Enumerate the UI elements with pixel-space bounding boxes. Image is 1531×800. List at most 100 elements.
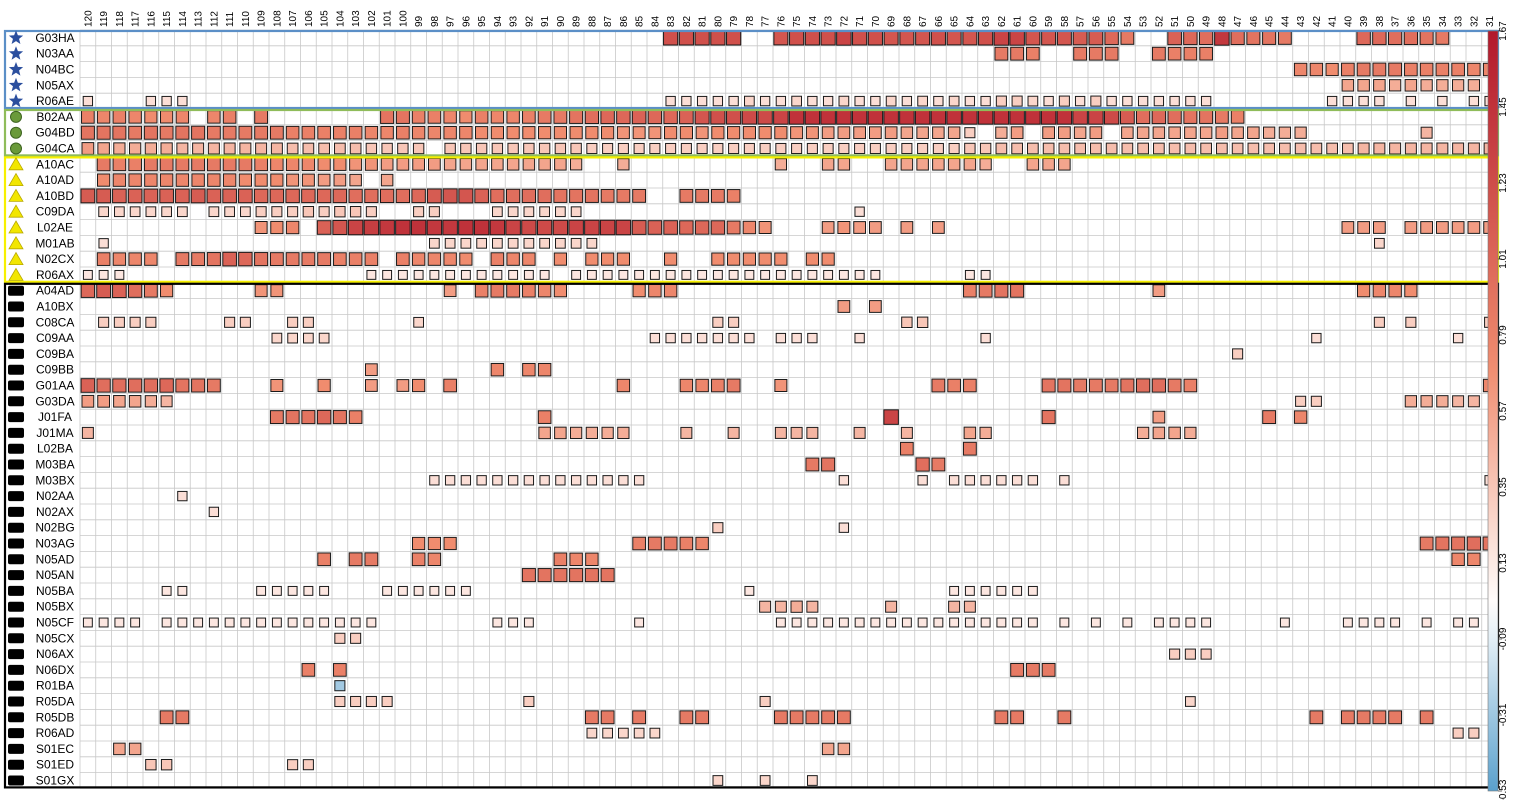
heatmap-cell xyxy=(663,536,678,551)
heatmap-cell xyxy=(791,142,803,155)
heatmap-cell xyxy=(679,109,694,125)
heatmap-cell xyxy=(160,110,174,124)
row-label: N03AG xyxy=(35,537,74,551)
heatmap-cell xyxy=(98,238,109,249)
heatmap-cell xyxy=(963,283,977,298)
column-label: 69 xyxy=(887,15,898,27)
heatmap-cell xyxy=(112,125,127,140)
heatmap-cell xyxy=(269,410,284,425)
heatmap-cell xyxy=(319,617,330,628)
heatmap-cell xyxy=(254,125,269,140)
heatmap-cell xyxy=(979,426,992,440)
heatmap-cell xyxy=(1011,95,1023,107)
heatmap-cell xyxy=(1167,378,1182,393)
heatmap-cell xyxy=(175,188,190,204)
square-icon xyxy=(8,775,24,786)
heatmap-cell xyxy=(712,142,724,155)
heatmap-cell xyxy=(492,617,503,628)
heatmap-cell xyxy=(1073,378,1088,393)
heatmap-cell xyxy=(569,109,584,124)
heatmap-cell xyxy=(429,237,440,249)
row-label: N02AA xyxy=(36,489,74,503)
heatmap-cell xyxy=(128,142,142,155)
heatmap-cell xyxy=(207,173,221,187)
heatmap-cell xyxy=(680,142,692,155)
row-label: S01ED xyxy=(36,758,74,772)
row-label: A10AD xyxy=(36,173,74,187)
row-label: N05BX xyxy=(36,600,74,614)
heatmap-cell xyxy=(681,332,692,344)
heatmap-cell xyxy=(81,394,95,408)
heatmap-cell xyxy=(319,585,330,596)
heatmap-cell xyxy=(239,316,251,328)
star-icon xyxy=(8,30,24,44)
column-label: 118 xyxy=(115,11,126,27)
heatmap-cell xyxy=(694,109,710,125)
heatmap-cell xyxy=(1421,617,1432,628)
column-label: 91 xyxy=(540,15,551,27)
heatmap-cell xyxy=(301,173,315,187)
heatmap-cell xyxy=(411,252,426,266)
heatmap-cell xyxy=(618,475,629,486)
heatmap-cell xyxy=(679,536,694,551)
square-icon xyxy=(8,554,24,565)
heatmap-cell xyxy=(521,568,536,583)
heatmap-cell xyxy=(947,126,961,139)
heatmap-cell xyxy=(1137,142,1149,155)
heatmap-cell xyxy=(631,220,647,235)
heatmap-cell xyxy=(396,157,410,171)
heatmap-cell xyxy=(1153,617,1164,628)
heatmap-cell xyxy=(492,269,503,280)
heatmap-cell xyxy=(1372,221,1386,234)
heatmap-cell xyxy=(271,617,282,628)
triangle-icon xyxy=(8,236,24,250)
heatmap-cell xyxy=(1027,142,1039,155)
heatmap-cell xyxy=(964,142,976,155)
heatmap-cell xyxy=(616,252,631,266)
heatmap-cell xyxy=(805,126,819,140)
heatmap-cell xyxy=(113,316,125,328)
heatmap-cell xyxy=(537,362,552,377)
heatmap-cell xyxy=(521,219,537,236)
heatmap-cell xyxy=(254,109,269,124)
heatmap-cell xyxy=(1466,536,1482,551)
heatmap-cell xyxy=(507,206,519,218)
row-label: N05AN xyxy=(36,568,75,582)
heatmap-cell xyxy=(350,617,361,628)
heatmap-cell xyxy=(679,220,694,235)
heatmap-cell xyxy=(332,188,348,204)
heatmap-cell xyxy=(993,109,1010,125)
heatmap-cell xyxy=(867,109,884,125)
heatmap-cell xyxy=(1342,142,1354,155)
heatmap-cell xyxy=(774,126,788,140)
heatmap-cell xyxy=(128,110,142,124)
heatmap-cell xyxy=(775,269,786,280)
heatmap-cell xyxy=(1467,395,1480,408)
heatmap-cell xyxy=(1058,95,1070,107)
heatmap-cell xyxy=(349,173,362,187)
heatmap-cell xyxy=(1294,126,1307,139)
heatmap-cell xyxy=(443,158,457,171)
heatmap-cell xyxy=(854,206,865,217)
heatmap-cell xyxy=(1451,536,1466,551)
heatmap-cell xyxy=(506,158,520,171)
heatmap-cell xyxy=(476,269,487,280)
square-icon xyxy=(8,475,24,486)
heatmap-cell xyxy=(222,173,237,187)
column-label: 83 xyxy=(666,15,677,27)
heatmap-cell xyxy=(807,775,818,786)
heatmap-cell xyxy=(1198,30,1214,46)
heatmap-cell xyxy=(539,475,550,486)
heatmap-cell xyxy=(443,378,457,393)
column-label: 41 xyxy=(1328,15,1339,27)
heatmap-cell xyxy=(334,680,346,692)
heatmap-cell xyxy=(429,475,440,486)
heatmap-cell xyxy=(712,95,724,107)
heatmap-cell xyxy=(191,252,206,267)
heatmap-cell xyxy=(1057,126,1071,140)
heatmap-cell xyxy=(978,283,993,298)
heatmap-cell xyxy=(206,157,221,172)
heatmap-cell xyxy=(759,142,771,155)
heatmap-cell xyxy=(410,219,427,236)
heatmap-cell xyxy=(868,221,882,234)
